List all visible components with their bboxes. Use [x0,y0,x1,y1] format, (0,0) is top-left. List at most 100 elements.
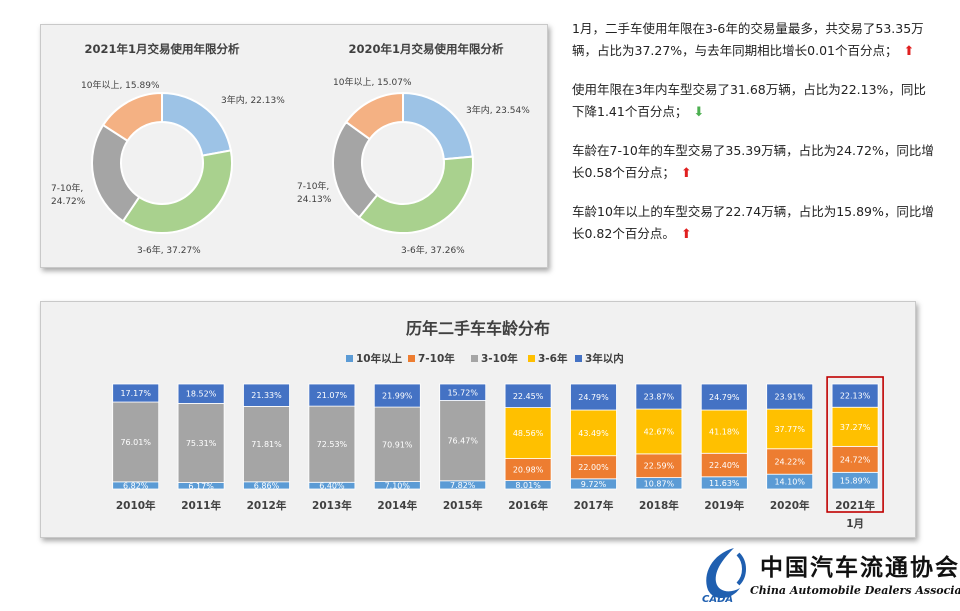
stacked-bar-panel: 历年二手车车龄分布 10年以上 7-10年 3-10年 3-6年 3年以内 6.82% 76.… [40,301,916,538]
cada-logo: CADA 中国汽车流通协会 China Automobile Dealers A… [694,544,960,608]
bar-segment [570,383,617,411]
bar-data-label: 11.63% [709,479,740,488]
category-tick-label: 1月 [846,518,864,530]
cada-logo-mark-icon: CADA [702,548,746,605]
donut-slice [344,91,404,141]
highlight-box [826,376,884,513]
bar-data-label: 42.67% [644,427,675,436]
donut-slice-label: 3年内, 23.54% [466,104,530,116]
bar-segment [504,407,552,459]
bar-segment [831,406,879,447]
bar-data-label: 20.98% [513,466,544,475]
donut-slice-label: 7-10年, 24.13% [297,180,332,205]
legend-swatch [408,355,415,362]
bar-data-label: 9.72% [581,480,607,489]
note-1: 1月，二手车使用年限在3-6年的交易量最多，共交易了53.35万辆，占比为37.… [572,18,934,63]
legend-swatch [471,355,478,362]
donut-charts-panel: 2021年1月交易使用年限分析 3年内, 22.13% 3-6年, 37.27% 7-… [40,24,548,268]
bar-data-label: 43.49% [578,429,609,438]
category-tick-label: 2015年 [443,499,483,512]
legend-swatch [575,355,582,362]
bar-segment [243,383,290,407]
note-text: 使用年限在3年内车型交易了31.68万辆，占比为22.13%，同比下降1.41个… [572,82,926,119]
donut-slice-label: 3年内, 22.13% [221,94,285,106]
donut-slice-label: 3-6年, 37.27% [137,244,201,256]
bar-data-label: 23.91% [774,393,805,402]
bar-data-label: 22.45% [513,392,544,401]
donut-title: 2021年1月交易使用年限分析 [84,42,240,56]
donut-title: 2020年1月交易使用年限分析 [348,42,504,56]
bar-segment [831,383,879,408]
bar-segment [177,383,225,404]
logo-english-name: China Automobile Dealers Association [750,584,960,597]
note-3: 车龄在7-10年的车型交易了35.39万辆，占比为24.72%，同比增长0.58… [572,140,934,185]
stacked-bar-svg: 历年二手车车龄分布 10年以上 7-10年 3-10年 3-6年 3年以内 6.82% 76.… [112,319,884,530]
bar-segment [635,383,683,410]
bar-segment [112,383,160,403]
bar-segment [766,448,814,475]
bar-data-label: 71.81% [251,440,282,449]
bar-data-label: 22.13% [840,392,871,401]
note-text: 车龄在7-10年的车型交易了35.39万辆，占比为24.72%，同比增长0.58… [572,143,934,180]
category-tick-label: 2010年 [116,499,156,512]
bar-data-label: 21.07% [317,391,348,400]
legend-label: 3年以内 [585,352,624,365]
bar-segment [243,405,290,483]
bar-data-label: 6.86% [254,481,280,490]
bar-segment [570,409,617,457]
bar-segment [700,409,748,454]
category-tick-label: 2017年 [574,499,614,512]
bar-segment [700,383,748,411]
bar-segment [308,383,356,407]
category-tick-label: 2016年 [508,499,548,512]
bar-data-label: 17.17% [120,389,151,398]
bar-data-label: 15.72% [447,388,478,397]
bar-data-label: 6.82% [123,481,149,490]
donut-charts-svg: 2021年1月交易使用年限分析 3年内, 22.13% 3-6年, 37.27% 7-… [51,42,530,256]
bar-data-label: 21.33% [251,391,282,400]
bar-segment [439,383,487,401]
note-2: 使用年限在3年内车型交易了31.68万辆，占比为22.13%，同比下降1.41个… [572,79,934,124]
category-tick-label: 2013年 [312,499,352,512]
logo-mark-text: CADA [702,594,733,605]
bar-data-label: 41.18% [709,428,740,437]
bar-segment [766,408,814,450]
bar-data-label: 18.52% [186,390,217,399]
legend-label: 3-6年 [538,352,568,365]
category-tick-label: 2021年 [835,499,875,512]
note-text: 1月，二手车使用年限在3-6年的交易量最多，共交易了53.35万辆，占比为37.… [572,21,924,58]
arrow-up-icon: ⬆ [903,44,915,59]
bar-data-label: 23.87% [644,393,675,402]
bar-data-label: 37.27% [840,423,871,432]
bar-data-label: 8.01% [515,481,541,490]
category-tick-label: 2011年 [181,499,221,512]
bar-segment [766,383,814,410]
category-tick-label: 2012年 [247,499,287,512]
bar-data-label: 7.10% [385,481,411,490]
category-tick-label: 2014年 [377,499,417,512]
note-text: 车龄10年以上的车型交易了22.74万辆，占比为15.89%，同比增长0.82个… [572,204,934,241]
logo-chinese-name: 中国汽车流通协会 [760,554,960,581]
bar-segment [308,405,356,483]
category-tick-label: 2019年 [704,499,744,512]
bar-chart-title: 历年二手车车龄分布 [406,319,550,338]
donut-slice [357,155,474,234]
donut-slice-label: 10年以上, 15.07% [333,76,412,88]
bar-data-label: 22.40% [709,461,740,470]
bar-data-label: 15.89% [840,477,871,486]
bar-data-label: 70.91% [382,440,413,449]
legend-label: 7-10年 [418,352,455,365]
bar-data-label: 72.53% [317,440,348,449]
donut-slice [121,149,233,234]
bar-data-label: 10.87% [644,479,675,488]
donut-slice-label: 3-6年, 37.26% [401,244,465,256]
donut-slice-label: 10年以上, 15.89% [81,79,160,91]
bar-data-label: 6.17% [188,482,214,491]
legend-swatch [528,355,535,362]
arrow-down-icon: ⬇ [693,105,705,120]
bar-data-label: 24.22% [774,457,805,466]
bar-segment [373,406,421,482]
legend-swatch [346,355,353,362]
note-4: 车龄10年以上的车型交易了22.74万辆，占比为15.89%，同比增长0.82个… [572,201,934,246]
bar-segment [112,401,160,483]
